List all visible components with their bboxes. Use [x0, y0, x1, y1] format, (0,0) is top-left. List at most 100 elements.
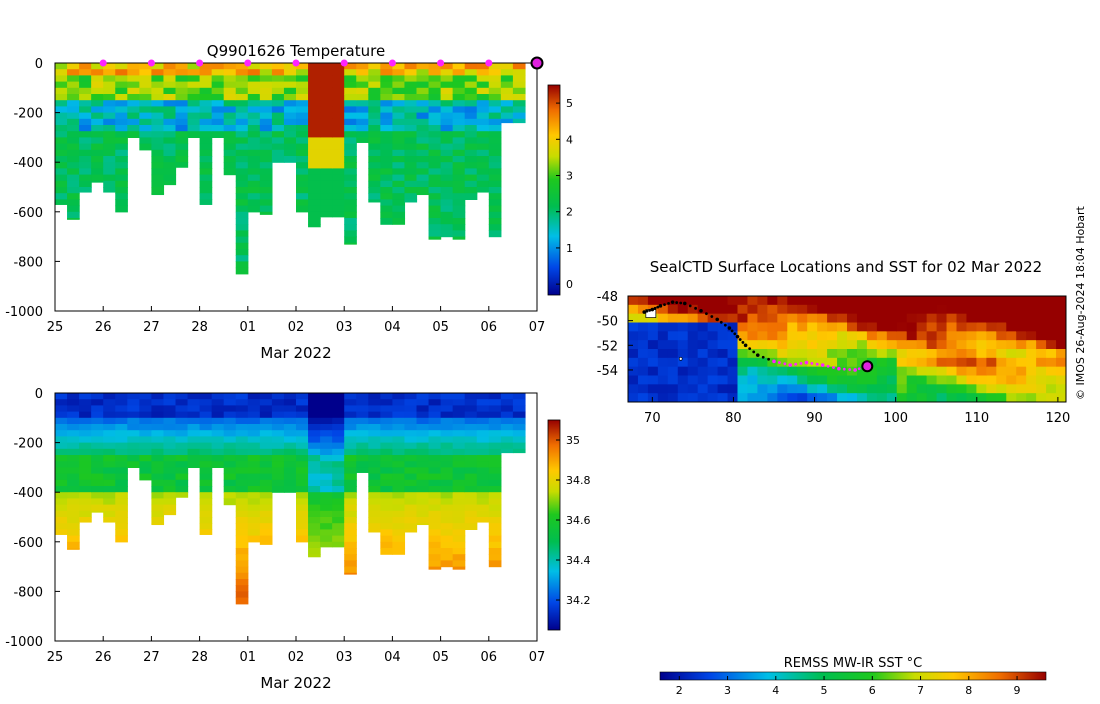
- salinity-cell: [127, 417, 140, 425]
- temperature-cell: [452, 187, 466, 194]
- sst-cell: [637, 322, 649, 332]
- temperature-cell: [175, 125, 189, 132]
- sst-cell: [787, 393, 798, 402]
- sst-cell: [727, 340, 739, 350]
- sst-cell: [657, 340, 669, 350]
- salinity-cell: [235, 541, 249, 549]
- temperature-cell: [151, 162, 165, 169]
- salinity-cell: [416, 411, 430, 419]
- temperature-cell: [392, 87, 406, 95]
- temperature-cell: [368, 81, 381, 89]
- map-axes-frame: [627, 295, 1067, 403]
- salinity-cell: [368, 448, 381, 456]
- temperature-cell: [452, 199, 466, 207]
- temperature-cell: [488, 187, 502, 194]
- temperature-cell: [163, 137, 177, 145]
- sst-cell: [797, 366, 808, 377]
- salinity-cell: [223, 455, 237, 462]
- sst-cell: [767, 375, 778, 385]
- sst-cell: [1026, 375, 1037, 385]
- temperature-cell: [139, 100, 152, 107]
- salinity-cell: [392, 424, 406, 431]
- temperature-cell: [55, 112, 68, 120]
- temperature-cell: [163, 143, 177, 151]
- temperature-cell: [296, 81, 309, 89]
- temperature-cell: [380, 87, 393, 95]
- temperature-cell: [512, 69, 526, 76]
- salinity-cell: [79, 436, 92, 444]
- salinity-cell: [271, 430, 285, 437]
- temperature-cell: [91, 143, 104, 151]
- sst-cell: [747, 340, 759, 350]
- temperature-cell: [67, 205, 80, 213]
- daily-marker: [340, 59, 348, 67]
- temperature-cell: [512, 100, 526, 107]
- temperature-cell: [127, 100, 140, 107]
- temperature-cell: [428, 156, 442, 163]
- sst-cell: [757, 366, 768, 377]
- sst-cell: [707, 296, 719, 306]
- temperature-cell: [368, 149, 381, 157]
- temperature-cell: [235, 125, 249, 132]
- salinity-cell: [163, 473, 177, 481]
- salinity-cell: [440, 430, 454, 437]
- salinity-cell: [440, 467, 454, 475]
- temperature-cell: [344, 137, 357, 145]
- temperature-cell: [79, 63, 92, 70]
- temperature-cell: [247, 125, 261, 132]
- temperature-cell: [404, 199, 418, 203]
- sst-colorbar-tick-label: 2: [676, 684, 683, 697]
- salinity-cell: [115, 529, 128, 537]
- temperature-cell: [259, 143, 273, 151]
- x-tick-label: 27: [143, 320, 160, 335]
- salinity-cell: [416, 436, 430, 444]
- sst-cell: [737, 304, 749, 315]
- temperature-cell: [115, 180, 128, 188]
- salinity-cell: [512, 442, 526, 450]
- sst-cell: [687, 313, 699, 324]
- salinity-cell: [296, 504, 309, 512]
- temperature-cell: [320, 205, 333, 213]
- salinity-cell: [488, 529, 502, 537]
- sst-cell: [936, 366, 948, 377]
- salinity-cell: [55, 405, 68, 413]
- salinity-cell: [175, 442, 189, 450]
- sst-cell: [817, 313, 828, 324]
- sst-cell: [1026, 357, 1037, 368]
- salinity-cell: [79, 479, 92, 487]
- salinity-cell: [452, 517, 466, 524]
- salinity-cell: [332, 417, 345, 425]
- track-point: [675, 301, 679, 304]
- salinity-cell: [151, 393, 165, 400]
- salinity-cell: [488, 393, 502, 400]
- sst-cell: [906, 393, 918, 402]
- temperature-cell: [464, 168, 478, 176]
- temperature-cell: [115, 143, 128, 151]
- temperature-cell: [259, 174, 273, 182]
- salinity-cell: [380, 541, 393, 549]
- sst-cell: [628, 384, 639, 394]
- temperature-cell: [235, 112, 249, 120]
- temperature-cell: [91, 100, 104, 107]
- y-tick-label: -800: [13, 255, 43, 270]
- temperature-cell: [440, 174, 454, 182]
- salinity-cell: [223, 436, 237, 444]
- temperature-cell: [211, 87, 225, 95]
- temperature-cell: [91, 180, 104, 183]
- sst-cell: [1016, 393, 1027, 402]
- map-x-tick-label: 120: [1045, 411, 1070, 426]
- track-point: [810, 361, 814, 365]
- temperature-cell: [404, 168, 418, 176]
- sst-cell: [687, 349, 699, 359]
- sst-cell: [757, 349, 768, 359]
- salinity-cell: [283, 455, 297, 462]
- salinity-cell: [320, 430, 333, 437]
- temperature-cell: [428, 230, 442, 238]
- salinity-cell: [404, 473, 418, 481]
- temperature-cell: [332, 63, 345, 70]
- sst-cell: [866, 375, 878, 385]
- track-point: [853, 368, 857, 372]
- salinity-cell: [428, 473, 442, 481]
- salinity-cell: [320, 411, 333, 419]
- sst-cell: [926, 304, 938, 315]
